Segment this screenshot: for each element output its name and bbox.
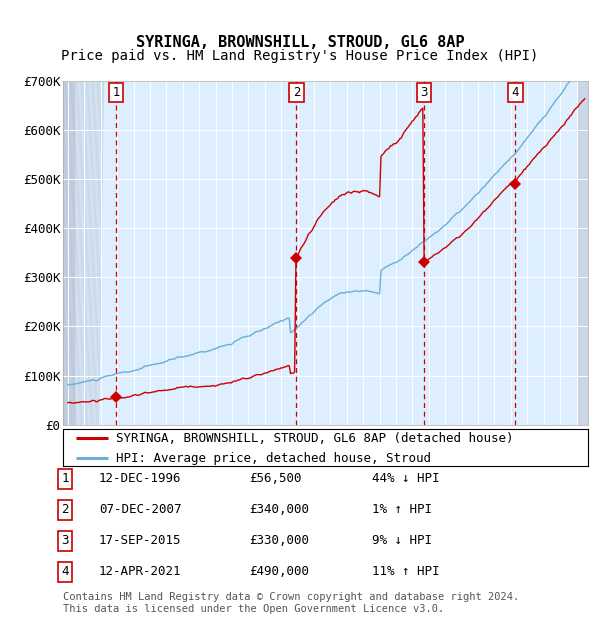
Text: SYRINGA, BROWNSHILL, STROUD, GL6 8AP (detached house): SYRINGA, BROWNSHILL, STROUD, GL6 8AP (de… (115, 432, 513, 445)
Text: 17-SEP-2015: 17-SEP-2015 (99, 534, 182, 547)
Text: 3: 3 (421, 86, 428, 99)
Text: 12-DEC-1996: 12-DEC-1996 (99, 472, 182, 485)
Text: 12-APR-2021: 12-APR-2021 (99, 565, 182, 578)
Text: £340,000: £340,000 (249, 503, 309, 516)
Text: Price paid vs. HM Land Registry's House Price Index (HPI): Price paid vs. HM Land Registry's House … (61, 49, 539, 63)
Text: 2: 2 (61, 503, 68, 516)
Text: 11% ↑ HPI: 11% ↑ HPI (372, 565, 439, 578)
Text: HPI: Average price, detached house, Stroud: HPI: Average price, detached house, Stro… (115, 451, 431, 464)
Bar (578, 81, 588, 425)
Text: £56,500: £56,500 (249, 472, 302, 485)
Text: Contains HM Land Registry data © Crown copyright and database right 2024.
This d: Contains HM Land Registry data © Crown c… (63, 592, 519, 614)
Text: 2: 2 (293, 86, 300, 99)
Text: 4: 4 (61, 565, 68, 578)
Text: 1: 1 (112, 86, 120, 99)
Text: 1% ↑ HPI: 1% ↑ HPI (372, 503, 432, 516)
Text: 4: 4 (512, 86, 519, 99)
Text: 07-DEC-2007: 07-DEC-2007 (99, 503, 182, 516)
Text: 1: 1 (61, 472, 68, 485)
Text: 9% ↓ HPI: 9% ↓ HPI (372, 534, 432, 547)
Text: 3: 3 (61, 534, 68, 547)
Text: £330,000: £330,000 (249, 534, 309, 547)
Text: SYRINGA, BROWNSHILL, STROUD, GL6 8AP: SYRINGA, BROWNSHILL, STROUD, GL6 8AP (136, 35, 464, 50)
Text: £490,000: £490,000 (249, 565, 309, 578)
Bar (63, 81, 74, 425)
Text: 44% ↓ HPI: 44% ↓ HPI (372, 472, 439, 485)
